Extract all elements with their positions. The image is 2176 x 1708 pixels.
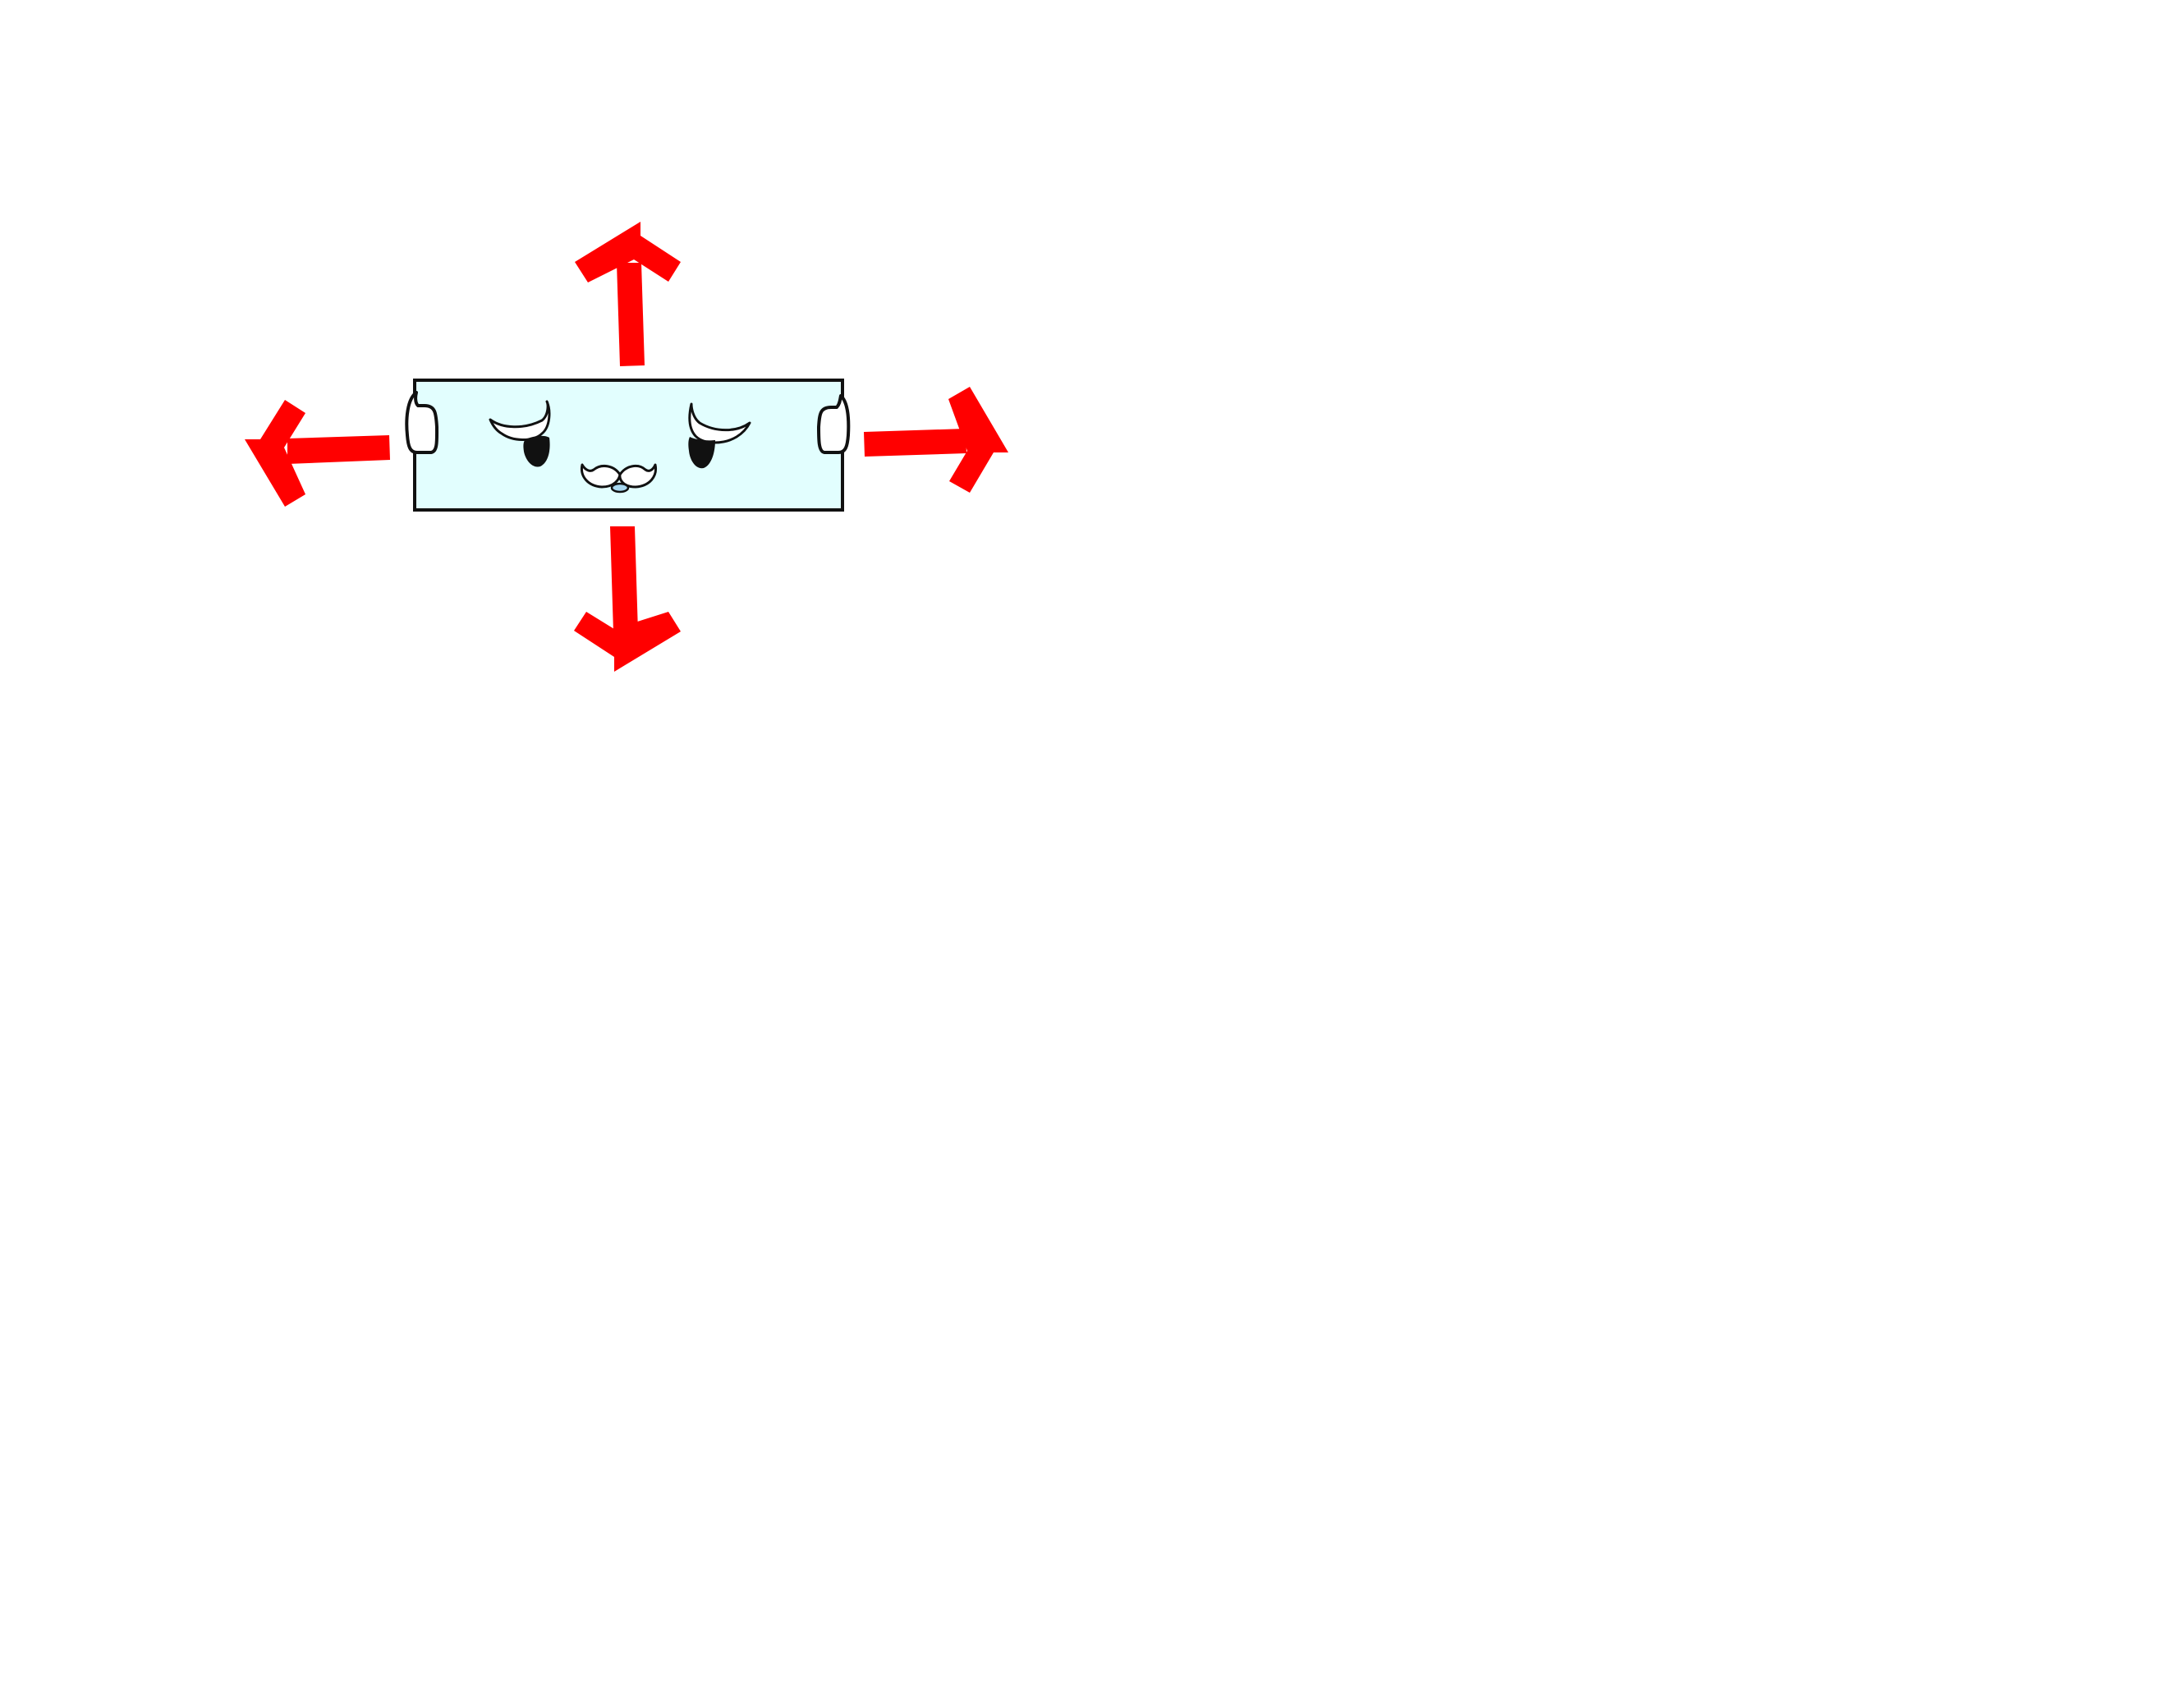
stretch-diagram — [0, 0, 1273, 1002]
right-eye-white — [688, 402, 751, 444]
mustache-right — [618, 463, 658, 489]
arrow-up-icon — [575, 222, 681, 366]
left-eye — [489, 400, 551, 467]
arrow-down-icon — [574, 526, 681, 672]
character — [405, 379, 851, 512]
right-pupil — [688, 437, 715, 469]
tongue — [610, 482, 630, 494]
left-hand — [405, 391, 439, 454]
right-hand — [817, 394, 851, 454]
left-pupil — [523, 435, 550, 467]
left-eye-white — [489, 400, 551, 441]
character-body — [413, 379, 844, 512]
arrow-left-icon — [245, 400, 390, 507]
mouth — [580, 463, 658, 494]
arrow-right-icon — [864, 387, 1008, 493]
right-eye — [688, 402, 751, 469]
